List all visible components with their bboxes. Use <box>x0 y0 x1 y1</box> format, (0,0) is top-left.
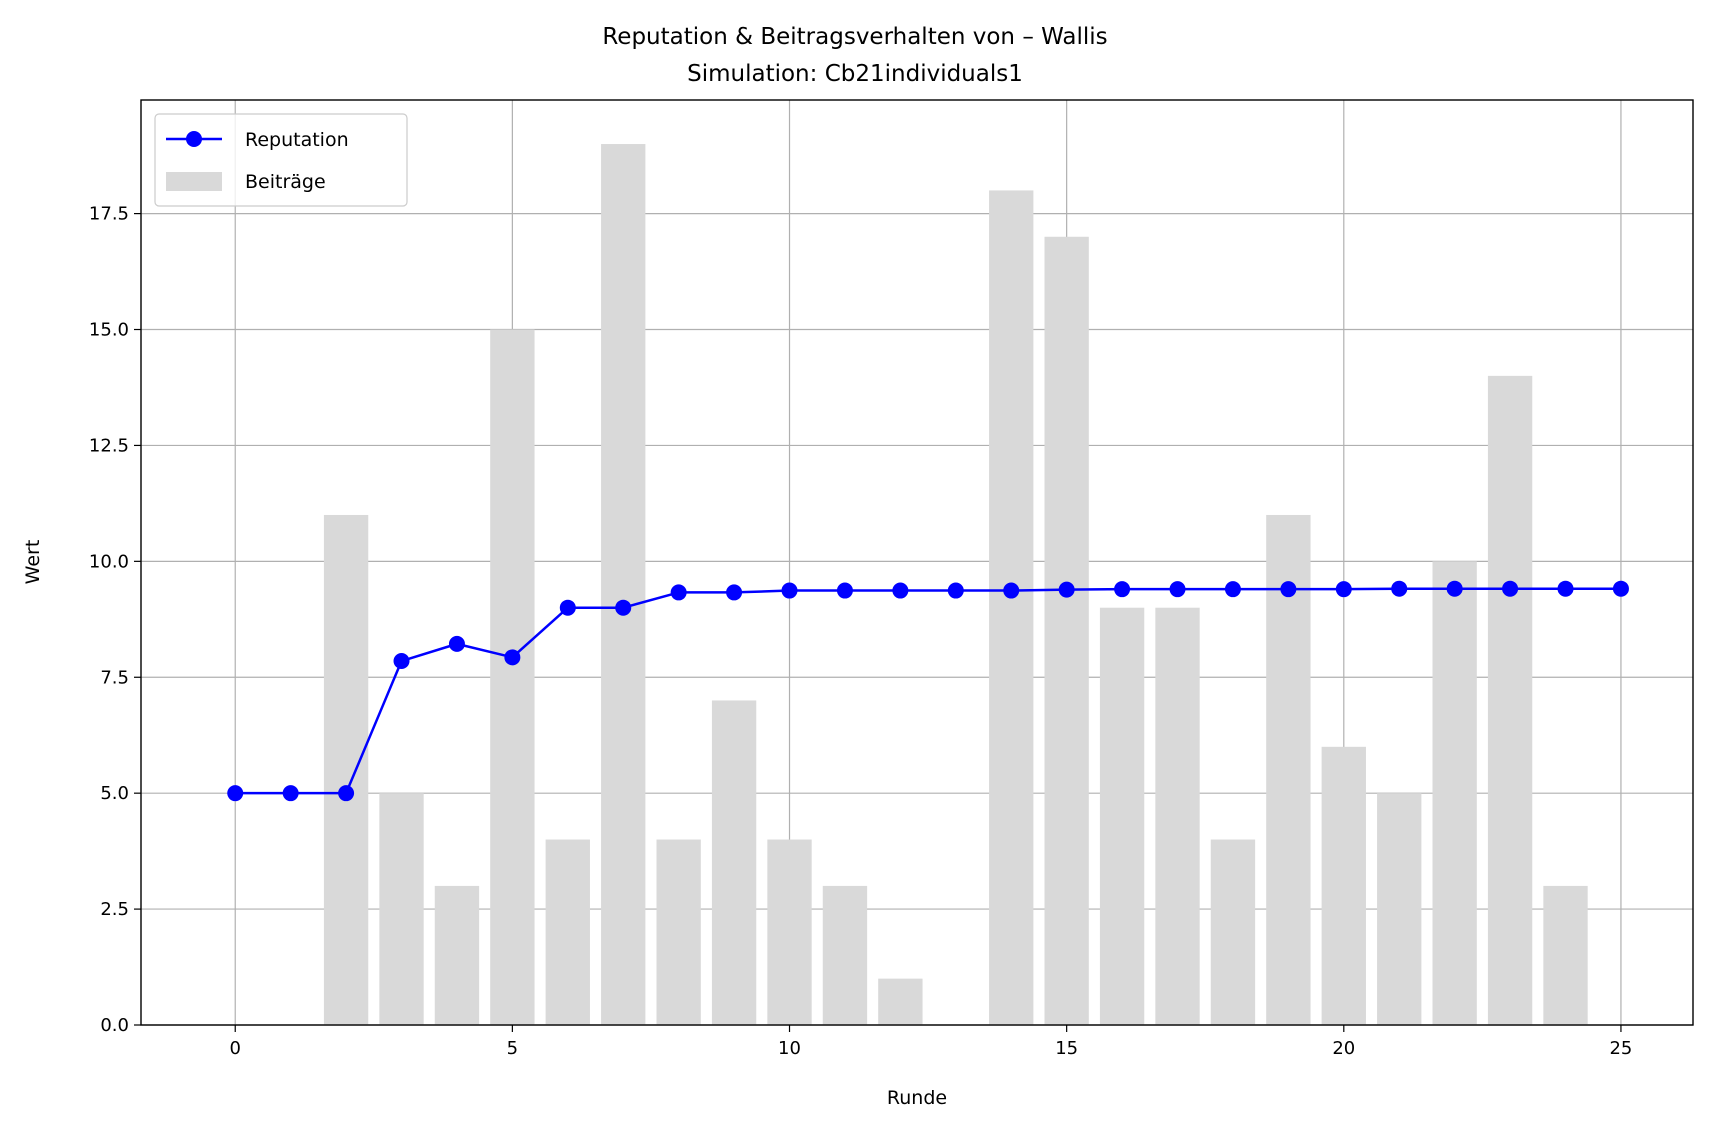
bar-beitraege <box>1377 793 1422 1025</box>
bar-beitraege <box>601 144 646 1026</box>
y-tick-label: 0.0 <box>100 1015 129 1036</box>
x-tick-label: 10 <box>778 1038 801 1059</box>
reputation-point <box>1058 581 1075 598</box>
bars-beitraege <box>323 144 1588 1026</box>
y-tick-label: 15.0 <box>89 320 129 341</box>
reputation-point <box>726 584 743 601</box>
reputation-point <box>947 582 964 599</box>
bar-beitraege <box>323 514 369 1025</box>
bar-beitraege <box>434 885 480 1025</box>
reputation-point <box>559 599 576 616</box>
bar-beitraege <box>1543 885 1588 1025</box>
bar-beitraege <box>989 190 1034 1026</box>
reputation-point <box>892 582 909 599</box>
reputation-point <box>1391 580 1408 597</box>
legend-reputation-marker <box>186 131 202 147</box>
reputation-point <box>1612 580 1629 597</box>
bar-beitraege <box>545 839 590 1025</box>
y-tick-label: 12.5 <box>89 435 129 456</box>
y-axis-label: Wert <box>22 540 44 585</box>
reputation-point <box>227 785 244 802</box>
reputation-point <box>282 785 299 802</box>
legend: Reputation Beiträge <box>154 113 408 207</box>
plot-area-frame <box>140 99 1694 1026</box>
y-tick-label: 5.0 <box>100 783 129 804</box>
reputation-point <box>615 599 632 616</box>
chart-title: Reputation & Beitragsverhalten von – Wal… <box>602 24 1107 50</box>
x-tick-label: 15 <box>1055 1038 1078 1059</box>
bar-beitraege <box>1155 607 1200 1025</box>
bar-beitraege <box>1044 236 1089 1026</box>
bar-beitraege <box>1432 561 1477 1025</box>
x-tick-label: 0 <box>230 1038 241 1059</box>
y-tick-label: 2.5 <box>100 899 129 920</box>
bar-beitraege <box>767 839 812 1025</box>
reputation-point <box>448 635 465 652</box>
reputation-point <box>504 649 521 666</box>
reputation-point <box>393 653 410 670</box>
bar-beitraege <box>822 885 868 1025</box>
legend-reputation-label: Reputation <box>245 129 349 151</box>
reputation-point <box>781 582 798 599</box>
reputation-point <box>836 582 853 599</box>
bar-beitraege <box>1099 607 1145 1025</box>
y-tick-label: 7.5 <box>100 667 129 688</box>
y-tick-label: 10.0 <box>89 551 129 572</box>
line-reputation <box>227 580 1629 802</box>
reputation-line-path <box>235 587 1621 795</box>
reputation-point <box>1335 581 1352 598</box>
bar-beitraege <box>1321 746 1366 1025</box>
reputation-point <box>1114 581 1131 598</box>
x-tick-label: 5 <box>507 1038 518 1059</box>
legend-beitraege-label: Beiträge <box>245 171 326 193</box>
axis-ticks: 0 5 10 15 20 25 0.0 2.5 5.0 7.5 10.0 12.5 15.0 17.5 <box>89 204 1632 1059</box>
bar-beitraege <box>490 329 535 1025</box>
chart-subtitle: Simulation: Cb21individuals1 <box>687 61 1023 87</box>
bar-beitraege <box>711 700 757 1025</box>
reputation-point <box>338 785 355 802</box>
bar-beitraege <box>1210 839 1256 1025</box>
reputation-point <box>1224 581 1241 598</box>
x-tick-label: 25 <box>1609 1038 1632 1059</box>
legend-beitraege-swatch <box>166 172 222 191</box>
reputation-point <box>1169 581 1186 598</box>
reputation-point <box>1502 580 1519 597</box>
x-axis-label: Runde <box>887 1087 947 1109</box>
reputation-point <box>1003 582 1020 599</box>
reputation-point <box>1446 580 1463 597</box>
bar-beitraege <box>656 839 701 1025</box>
bar-beitraege <box>379 793 424 1025</box>
reputation-point <box>1280 581 1297 598</box>
bar-beitraege <box>1266 514 1311 1025</box>
x-tick-label: 20 <box>1332 1038 1355 1059</box>
bar-beitraege <box>878 978 923 1025</box>
reputation-point <box>1557 580 1574 597</box>
reputation-point <box>670 584 687 601</box>
y-tick-label: 17.5 <box>89 204 129 225</box>
bar-beitraege <box>1487 375 1533 1025</box>
